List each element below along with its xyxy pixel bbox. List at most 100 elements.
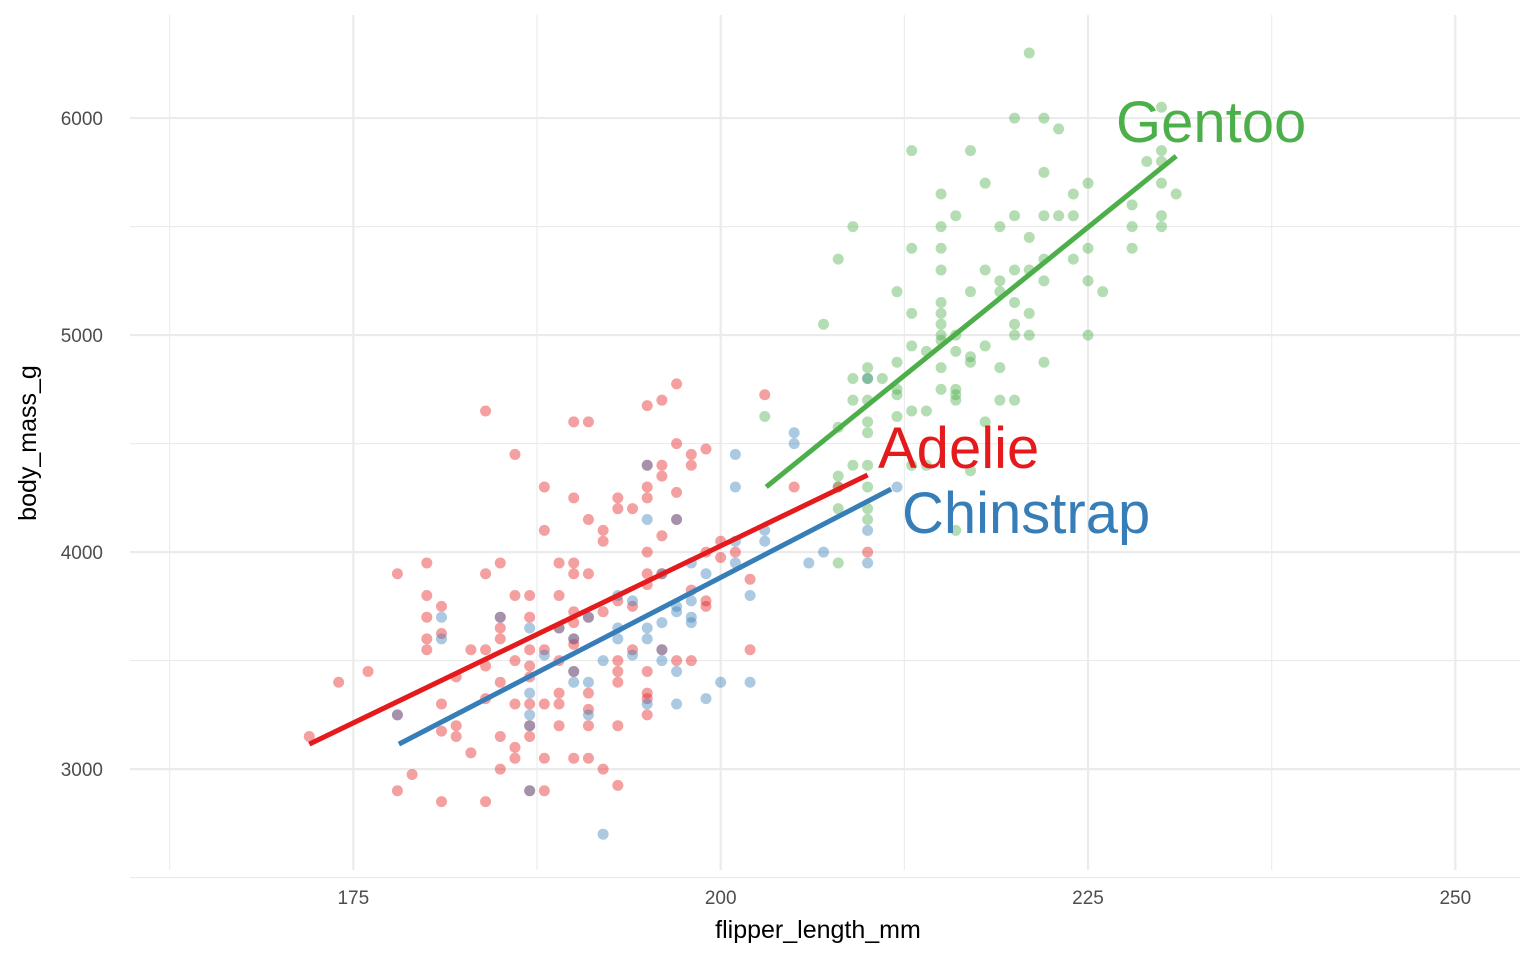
point-chinstrap: [671, 514, 683, 526]
point-adelie: [436, 627, 448, 639]
point-gentoo: [906, 459, 918, 471]
point-adelie: [582, 514, 594, 526]
point-adelie: [465, 644, 477, 656]
point-adelie: [494, 763, 506, 775]
point-adelie: [656, 459, 668, 471]
point-adelie: [524, 785, 536, 797]
point-adelie: [671, 486, 683, 498]
point-gentoo: [891, 389, 903, 401]
series-label-gentoo: Gentoo: [1116, 90, 1306, 155]
point-chinstrap: [524, 720, 536, 732]
point-chinstrap: [582, 611, 594, 623]
point-chinstrap: [818, 546, 830, 558]
point-gentoo: [832, 253, 844, 265]
point-adelie: [656, 394, 668, 406]
point-adelie: [494, 622, 506, 634]
point-gentoo: [862, 362, 874, 374]
fit-line-adelie: [308, 472, 869, 747]
point-adelie: [480, 796, 492, 808]
point-gentoo: [950, 345, 962, 357]
point-chinstrap: [729, 481, 741, 493]
point-gentoo: [1082, 275, 1094, 287]
point-gentoo: [1009, 318, 1021, 330]
point-adelie: [641, 400, 653, 412]
fit-line-gentoo: [764, 154, 1178, 489]
point-chinstrap: [524, 622, 536, 634]
point-chinstrap: [656, 617, 668, 629]
point-adelie: [303, 731, 315, 743]
point-adelie: [641, 481, 653, 493]
point-adelie: [436, 725, 448, 737]
point-gentoo: [964, 145, 976, 157]
point-adelie: [641, 568, 653, 580]
x-tick-label: 250: [1439, 888, 1471, 909]
point-gentoo: [1038, 210, 1050, 222]
point-chinstrap: [759, 535, 771, 547]
point-gentoo: [862, 481, 874, 493]
point-gentoo: [818, 318, 830, 330]
point-chinstrap: [685, 611, 697, 623]
point-adelie: [700, 443, 712, 455]
point-gentoo: [920, 459, 932, 471]
point-gentoo: [920, 405, 932, 417]
point-gentoo: [832, 557, 844, 569]
point-adelie: [641, 693, 653, 705]
point-adelie: [582, 416, 594, 428]
point-adelie: [582, 611, 594, 623]
point-adelie: [582, 720, 594, 732]
point-adelie: [568, 416, 580, 428]
point-gentoo: [979, 264, 991, 276]
point-adelie: [480, 568, 492, 580]
point-adelie: [421, 611, 433, 623]
point-gentoo: [832, 470, 844, 482]
point-gentoo: [1009, 329, 1021, 341]
point-adelie: [597, 763, 609, 775]
point-adelie: [524, 589, 536, 601]
point-adelie: [568, 665, 580, 677]
point-adelie: [436, 698, 448, 710]
series-label-chinstrap: Chinstrap: [902, 481, 1150, 546]
point-gentoo: [891, 356, 903, 368]
point-gentoo: [906, 242, 918, 254]
point-gentoo: [1126, 199, 1138, 211]
point-adelie: [582, 687, 594, 699]
point-adelie: [641, 665, 653, 677]
point-adelie: [524, 644, 536, 656]
point-gentoo: [862, 514, 874, 526]
point-gentoo: [906, 340, 918, 352]
point-adelie: [671, 438, 683, 450]
point-adelie: [553, 589, 565, 601]
point-adelie: [788, 481, 800, 493]
series-label-adelie: Adelie: [878, 416, 1039, 481]
point-adelie: [671, 378, 683, 390]
point-adelie: [553, 557, 565, 569]
point-adelie: [582, 752, 594, 764]
point-chinstrap: [715, 676, 727, 688]
point-chinstrap: [582, 709, 594, 721]
point-adelie: [450, 720, 462, 732]
point-chinstrap: [568, 665, 580, 677]
point-chinstrap: [744, 676, 756, 688]
point-adelie: [568, 638, 580, 650]
point-adelie: [494, 611, 506, 623]
point-chinstrap: [524, 687, 536, 699]
point-adelie: [524, 611, 536, 623]
point-gentoo: [935, 242, 947, 254]
point-chinstrap: [656, 644, 668, 656]
point-adelie: [641, 709, 653, 721]
y-tick-label: 3000: [61, 760, 103, 781]
point-adelie: [509, 698, 521, 710]
point-adelie: [568, 752, 580, 764]
point-chinstrap: [524, 785, 536, 797]
point-gentoo: [935, 383, 947, 395]
point-gentoo: [994, 394, 1006, 406]
point-adelie: [421, 644, 433, 656]
point-chinstrap: [641, 459, 653, 471]
point-adelie: [568, 557, 580, 569]
y-tick-label: 5000: [61, 326, 103, 347]
point-adelie: [553, 720, 565, 732]
point-gentoo: [862, 459, 874, 471]
point-gentoo: [1038, 166, 1050, 178]
point-chinstrap: [538, 649, 550, 661]
point-gentoo: [950, 383, 962, 395]
